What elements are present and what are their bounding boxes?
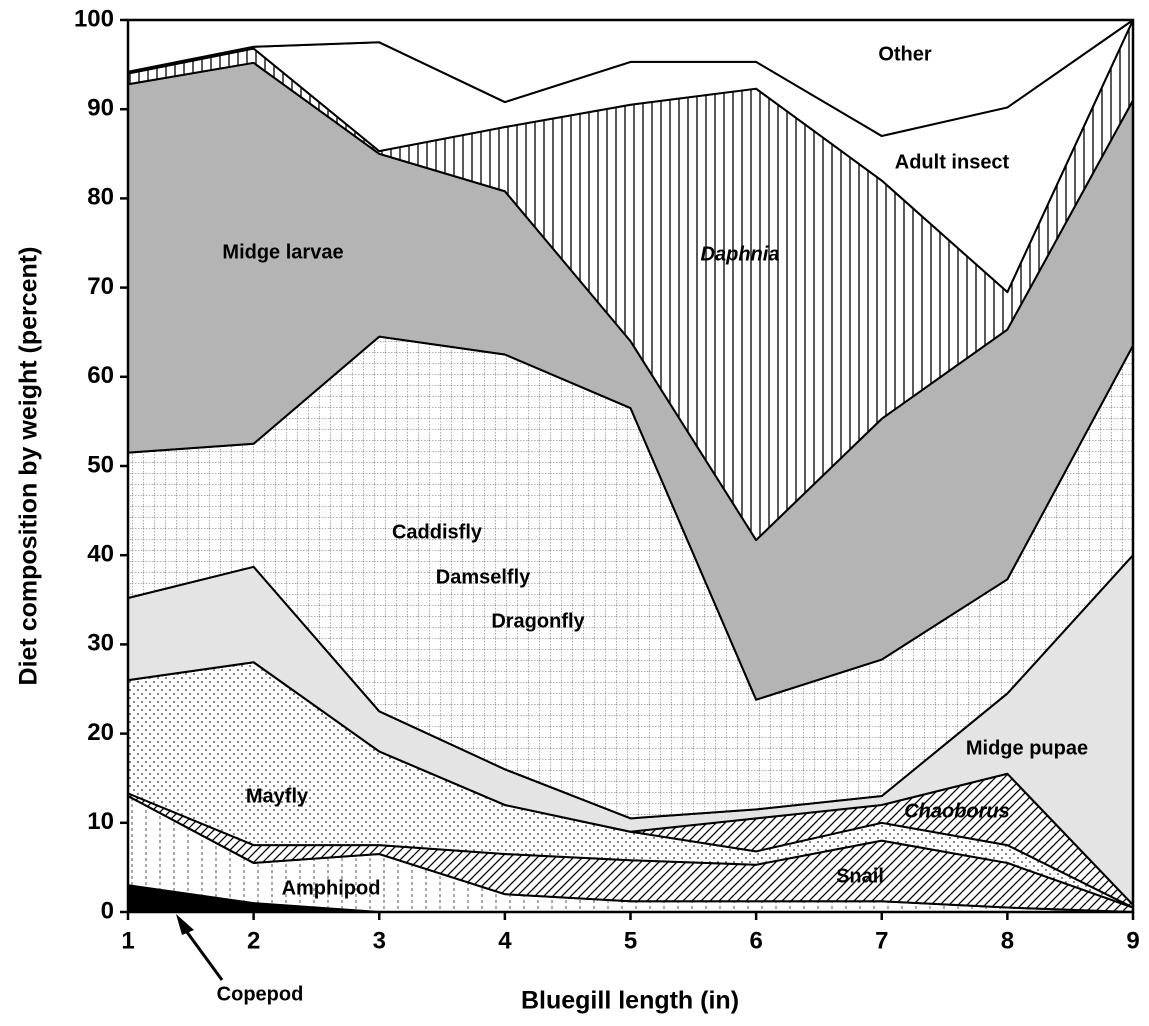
y-tick-label: 100 <box>74 5 114 32</box>
x-tick-label: 5 <box>624 927 637 954</box>
area-label: Other <box>878 43 932 65</box>
area-label: Daphnia <box>701 243 780 265</box>
annotation: Dragonfly <box>491 610 585 632</box>
area-pattern <box>128 20 1133 541</box>
x-tick-label: 4 <box>498 927 512 954</box>
area-pattern <box>128 336 1133 819</box>
y-tick-label: 0 <box>101 897 114 924</box>
area-label: Copepod <box>217 983 304 1005</box>
x-tick-label: 8 <box>1001 927 1014 954</box>
x-tick-label: 1 <box>121 927 134 954</box>
y-tick-label: 80 <box>87 184 114 211</box>
arrow-shaft <box>182 927 224 981</box>
area <box>128 885 1133 912</box>
y-tick-label: 40 <box>87 541 114 568</box>
area <box>128 20 1133 136</box>
area-pattern <box>128 796 1133 912</box>
y-tick-label: 70 <box>87 273 114 300</box>
annotation: Damselfly <box>436 566 531 588</box>
x-tick-label: 3 <box>373 927 386 954</box>
area-label: Chaoborus <box>904 800 1010 822</box>
y-tick-label: 10 <box>87 808 114 835</box>
x-tick-label: 9 <box>1126 927 1139 954</box>
area-pattern <box>128 662 1133 908</box>
x-tick-label: 7 <box>875 927 888 954</box>
area <box>128 20 1133 293</box>
y-axis-label: Diet composition by weight (percent) <box>15 247 43 686</box>
y-tick-label: 30 <box>87 630 114 657</box>
x-axis-label: Bluegill length (in) <box>521 987 739 1015</box>
area <box>128 555 1133 905</box>
y-tick-label: 60 <box>87 362 114 389</box>
area-label: Adult insect <box>895 151 1010 173</box>
area-label: Amphipod <box>282 877 381 899</box>
x-tick-label: 6 <box>749 927 762 954</box>
arrow-head <box>176 914 194 935</box>
area-label: Mayfly <box>246 785 309 807</box>
area-label: Snail <box>836 865 884 887</box>
y-tick-label: 50 <box>87 451 114 478</box>
y-tick-label: 90 <box>87 95 114 122</box>
x-tick-label: 2 <box>247 927 260 954</box>
area-label: Midge larvae <box>222 241 343 263</box>
y-tick-label: 20 <box>87 719 114 746</box>
area-pattern <box>128 793 1133 912</box>
area <box>128 62 1133 700</box>
area-label: Midge pupae <box>966 737 1088 759</box>
area-label: Caddisfly <box>392 521 483 543</box>
